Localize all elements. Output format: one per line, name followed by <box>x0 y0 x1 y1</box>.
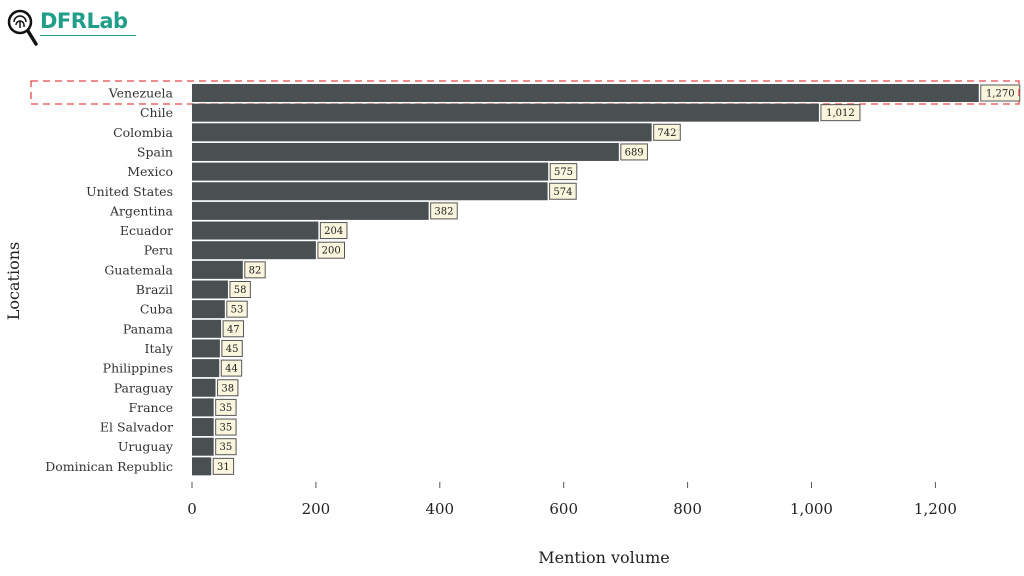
value-label-box-chile <box>820 104 861 122</box>
brand-underline <box>40 35 136 36</box>
y-tick-label-brazil: Brazil <box>136 282 173 297</box>
bar-uruguay <box>192 437 214 456</box>
y-tick-label-colombia: Colombia <box>113 125 173 140</box>
value-label-box-colombia <box>653 123 681 141</box>
value-label-venezuela: 1,270 <box>986 89 1015 100</box>
y-tick-label-argentina: Argentina <box>109 203 174 218</box>
bar-argentina <box>192 201 429 220</box>
x-tick-label: 400 <box>425 500 454 518</box>
bar-dominican-republic <box>192 457 212 476</box>
value-label-box-brazil <box>229 281 251 298</box>
y-tick-label-ecuador: Ecuador <box>120 223 173 238</box>
value-label-box-italy <box>221 339 243 357</box>
x-tick-label: 0 <box>187 500 197 518</box>
bar-ecuador <box>192 221 319 240</box>
bar-el-salvador <box>192 418 214 437</box>
value-label-france: 35 <box>220 403 233 414</box>
y-tick-label-paraguay: Paraguay <box>114 380 174 395</box>
y-axis-title: Locations <box>4 242 23 320</box>
x-tick-label: 1,200 <box>914 500 957 518</box>
value-label-box-panama <box>222 320 245 338</box>
y-tick-label-philippines: Philippines <box>103 361 173 376</box>
value-label-brazil: 58 <box>234 285 247 296</box>
y-tick-label-cuba: Cuba <box>140 302 174 317</box>
value-label-box-philippines <box>220 359 243 377</box>
x-axis-title: Mention volume <box>538 548 669 567</box>
bar-venezuela <box>192 84 979 102</box>
y-tick-label-panama: Panama <box>123 321 174 336</box>
y-tick-label-venezuela: Venezuela <box>108 86 174 101</box>
dfrlab-logo: DFRLab <box>6 4 146 48</box>
bar-paraguay <box>192 378 216 397</box>
bar-peru <box>192 241 316 260</box>
value-label-box-dominican-republic <box>212 457 235 475</box>
value-label-box-spain <box>620 143 648 161</box>
bar-united-states <box>192 182 548 201</box>
value-label-panama: 47 <box>227 324 240 335</box>
x-tick-label: 600 <box>549 500 578 518</box>
y-tick-label-italy: Italy <box>145 341 174 356</box>
bar-philippines <box>192 359 220 378</box>
value-label-dominican-republic: 31 <box>217 462 230 473</box>
bar-italy <box>192 339 220 358</box>
value-label-mexico: 575 <box>554 167 573 178</box>
bar-colombia <box>192 123 652 142</box>
value-label-guatemala: 82 <box>249 265 262 276</box>
brand-name: DFRLab <box>40 9 128 33</box>
fingerprint-magnifier-icon <box>7 9 38 46</box>
value-label-ecuador: 204 <box>324 226 343 237</box>
y-tick-label-dominican-republic: Dominican Republic <box>45 459 173 474</box>
value-label-cuba: 53 <box>231 305 244 316</box>
value-label-box-venezuela <box>980 84 1021 102</box>
y-tick-label-el-salvador: El Salvador <box>100 420 173 435</box>
value-label-box-france <box>215 398 237 416</box>
value-label-box-peru <box>317 241 345 259</box>
y-tick-label-spain: Spain <box>137 144 173 159</box>
value-label-italy: 45 <box>226 344 239 355</box>
value-label-chile: 1,012 <box>826 108 855 119</box>
bar-cuba <box>192 300 225 319</box>
bar-france <box>192 398 214 417</box>
value-label-spain: 689 <box>625 147 644 158</box>
bar-spain <box>192 142 619 161</box>
value-label-box-paraguay <box>217 379 239 397</box>
value-label-box-ecuador <box>319 222 348 240</box>
value-label-philippines: 44 <box>225 364 238 375</box>
x-tick-label: 1,000 <box>790 500 833 518</box>
value-label-united-states: 574 <box>553 187 572 198</box>
value-label-el-salvador: 35 <box>220 423 233 434</box>
value-label-peru: 200 <box>322 246 341 257</box>
x-tick-label: 200 <box>302 500 331 518</box>
y-tick-label-mexico: Mexico <box>127 164 173 179</box>
value-label-box-argentina <box>430 202 458 220</box>
value-label-box-guatemala <box>244 261 266 279</box>
x-tick-label: 800 <box>673 500 702 518</box>
value-label-box-uruguay <box>215 438 237 456</box>
bar-panama <box>192 319 222 338</box>
bar-mexico <box>192 162 549 181</box>
bar-chile <box>192 103 819 122</box>
value-label-colombia: 742 <box>657 128 676 139</box>
value-label-box-cuba <box>226 300 248 318</box>
y-tick-label-chile: Chile <box>140 105 173 120</box>
value-label-paraguay: 38 <box>221 383 234 394</box>
y-tick-label-uruguay: Uruguay <box>118 439 174 454</box>
y-tick-label-peru: Peru <box>144 243 173 258</box>
y-tick-label-united-states: United States <box>86 184 173 199</box>
value-label-uruguay: 35 <box>220 442 233 453</box>
bar-brazil <box>192 280 228 299</box>
y-tick-label-guatemala: Guatemala <box>104 262 173 277</box>
value-label-box-mexico <box>549 163 578 181</box>
bar-guatemala <box>192 260 243 279</box>
value-label-argentina: 382 <box>434 206 453 217</box>
y-tick-label-france: France <box>128 400 173 415</box>
value-label-box-united-states <box>549 182 577 200</box>
value-label-box-el-salvador <box>215 418 237 436</box>
